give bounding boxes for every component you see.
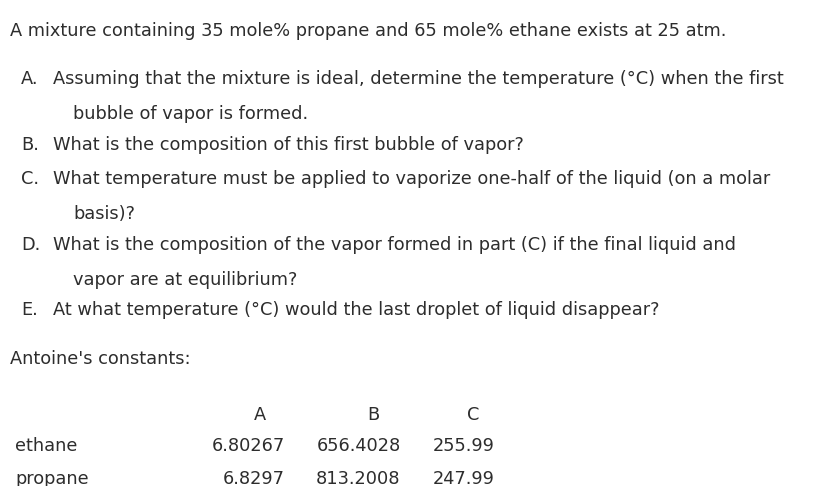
Text: bubble of vapor is formed.: bubble of vapor is formed. — [73, 105, 308, 123]
Text: What is the composition of the vapor formed in part (C) if the final liquid and: What is the composition of the vapor for… — [53, 236, 736, 254]
Text: basis)?: basis)? — [73, 205, 135, 223]
Text: A.: A. — [21, 70, 39, 88]
Text: 6.80267: 6.80267 — [212, 437, 285, 455]
Text: 247.99: 247.99 — [432, 470, 494, 486]
Text: ethane: ethane — [15, 437, 77, 455]
Text: B: B — [367, 406, 379, 424]
Text: 6.8297: 6.8297 — [223, 470, 285, 486]
Text: 813.2008: 813.2008 — [316, 470, 401, 486]
Text: At what temperature (°C) would the last droplet of liquid disappear?: At what temperature (°C) would the last … — [53, 301, 660, 319]
Text: C.: C. — [21, 170, 39, 188]
Text: A mixture containing 35 mole% propane and 65 mole% ethane exists at 25 atm.: A mixture containing 35 mole% propane an… — [10, 22, 727, 40]
Text: Assuming that the mixture is ideal, determine the temperature (°C) when the firs: Assuming that the mixture is ideal, dete… — [53, 70, 784, 88]
Text: vapor are at equilibrium?: vapor are at equilibrium? — [73, 271, 297, 289]
Text: propane: propane — [15, 470, 89, 486]
Text: What is the composition of this first bubble of vapor?: What is the composition of this first bu… — [53, 136, 524, 154]
Text: Antoine's constants:: Antoine's constants: — [10, 350, 191, 368]
Text: B.: B. — [21, 136, 39, 154]
Text: E.: E. — [21, 301, 38, 319]
Text: 255.99: 255.99 — [432, 437, 494, 455]
Text: D.: D. — [21, 236, 40, 254]
Text: What temperature must be applied to vaporize one-half of the liquid (on a molar: What temperature must be applied to vapo… — [53, 170, 770, 188]
Text: 656.4028: 656.4028 — [316, 437, 401, 455]
Text: C: C — [468, 406, 479, 424]
Text: A: A — [254, 406, 266, 424]
